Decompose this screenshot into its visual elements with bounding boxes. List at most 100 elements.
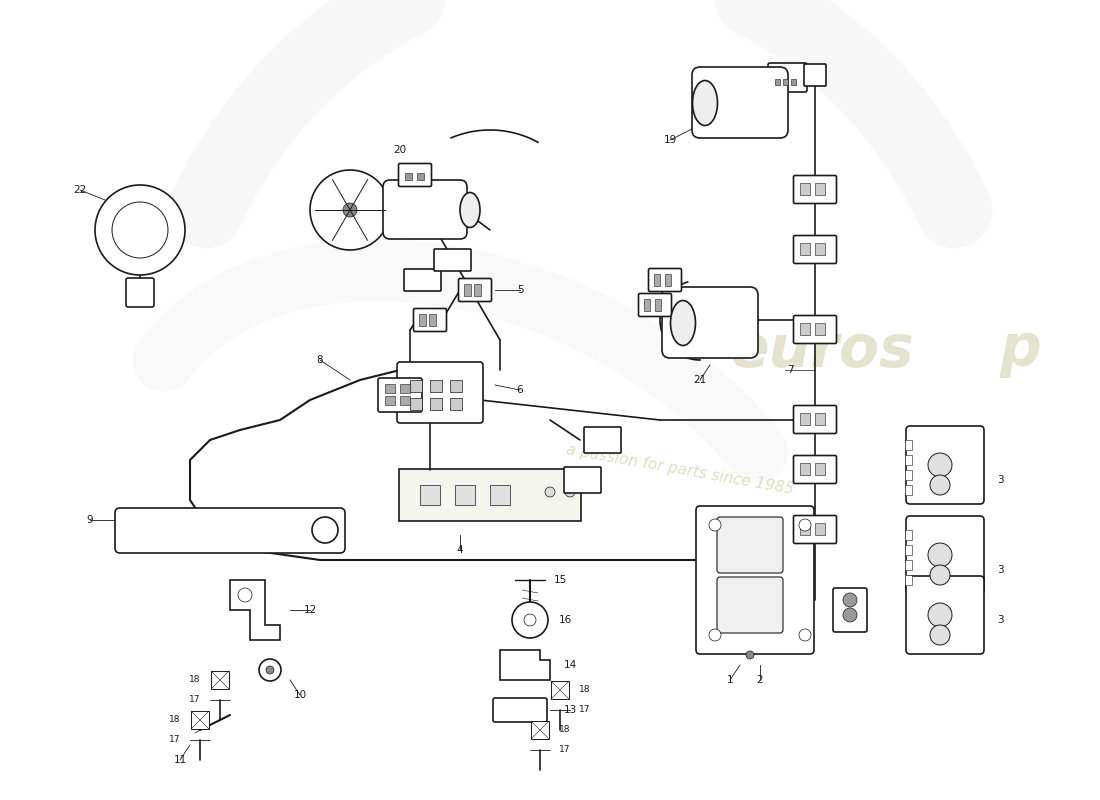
Text: 13: 13 (563, 705, 576, 715)
FancyBboxPatch shape (649, 269, 682, 291)
Circle shape (930, 565, 950, 585)
Text: 17: 17 (559, 746, 571, 754)
Text: 17: 17 (580, 706, 591, 714)
Bar (410, 398, 422, 410)
Text: 8: 8 (317, 355, 323, 365)
Circle shape (746, 651, 754, 659)
Circle shape (512, 602, 548, 638)
FancyBboxPatch shape (692, 67, 788, 138)
Bar (430, 398, 442, 410)
Bar (800, 183, 810, 195)
Bar (791, 79, 796, 85)
Bar (211, 671, 229, 689)
Text: 14: 14 (563, 660, 576, 670)
FancyBboxPatch shape (793, 455, 836, 483)
Text: 12: 12 (304, 605, 317, 615)
Bar (905, 440, 912, 450)
Bar (800, 323, 810, 335)
Text: 6: 6 (517, 385, 524, 395)
Text: 21: 21 (693, 375, 706, 385)
FancyBboxPatch shape (398, 163, 431, 186)
Text: 17: 17 (169, 735, 180, 745)
Circle shape (95, 185, 185, 275)
Circle shape (565, 487, 575, 497)
Bar (666, 274, 671, 286)
FancyBboxPatch shape (793, 315, 836, 343)
Bar (405, 173, 412, 180)
FancyBboxPatch shape (833, 588, 867, 632)
Bar (410, 380, 422, 392)
Text: 4: 4 (456, 545, 463, 555)
FancyBboxPatch shape (116, 508, 345, 553)
Text: 17: 17 (189, 695, 200, 705)
FancyBboxPatch shape (906, 576, 984, 654)
Bar (815, 323, 825, 335)
Circle shape (343, 203, 358, 217)
Bar (420, 485, 440, 505)
Text: euros: euros (730, 322, 915, 378)
Circle shape (710, 519, 720, 531)
Bar (400, 396, 410, 405)
Bar (783, 79, 788, 85)
Text: 5: 5 (517, 285, 524, 295)
Text: a passion for parts since 1985: a passion for parts since 1985 (565, 442, 795, 498)
FancyBboxPatch shape (383, 180, 468, 239)
Text: 18: 18 (580, 686, 591, 694)
Ellipse shape (460, 193, 480, 227)
FancyBboxPatch shape (493, 698, 547, 722)
Bar (385, 384, 395, 393)
Ellipse shape (671, 301, 695, 346)
Bar (191, 711, 209, 729)
FancyBboxPatch shape (768, 63, 807, 92)
Circle shape (258, 659, 280, 681)
Circle shape (544, 487, 556, 497)
Circle shape (312, 517, 338, 543)
Text: 3: 3 (997, 615, 1003, 625)
Bar (490, 485, 510, 505)
Text: 2: 2 (757, 675, 763, 685)
Bar (905, 545, 912, 555)
Circle shape (310, 170, 390, 250)
FancyBboxPatch shape (793, 406, 836, 434)
FancyBboxPatch shape (404, 269, 441, 291)
FancyBboxPatch shape (397, 362, 483, 423)
Circle shape (843, 608, 857, 622)
Bar (385, 396, 395, 405)
Text: 3: 3 (997, 475, 1003, 485)
FancyBboxPatch shape (459, 278, 492, 302)
FancyBboxPatch shape (793, 175, 836, 203)
Circle shape (524, 614, 536, 626)
FancyBboxPatch shape (793, 235, 836, 263)
Circle shape (112, 202, 168, 258)
Text: 11: 11 (174, 755, 187, 765)
FancyBboxPatch shape (378, 378, 422, 412)
FancyBboxPatch shape (906, 516, 984, 594)
Bar (644, 299, 650, 311)
Bar (464, 284, 471, 296)
FancyBboxPatch shape (584, 427, 621, 453)
FancyBboxPatch shape (126, 278, 154, 307)
Text: 18: 18 (189, 675, 200, 685)
FancyBboxPatch shape (793, 515, 836, 543)
FancyBboxPatch shape (638, 294, 671, 317)
Bar (815, 523, 825, 535)
Bar (800, 463, 810, 475)
Bar (905, 530, 912, 540)
Bar (905, 470, 912, 480)
Bar (800, 243, 810, 255)
FancyBboxPatch shape (662, 287, 758, 358)
Bar (450, 398, 462, 410)
Text: 20: 20 (394, 145, 407, 155)
FancyBboxPatch shape (414, 309, 447, 331)
Bar (800, 523, 810, 535)
Circle shape (238, 588, 252, 602)
FancyBboxPatch shape (906, 426, 984, 504)
Bar (551, 681, 569, 699)
Bar (905, 560, 912, 570)
Bar (417, 173, 424, 180)
Bar (419, 314, 426, 326)
Bar (654, 274, 660, 286)
FancyBboxPatch shape (717, 577, 783, 633)
Polygon shape (500, 650, 550, 680)
Circle shape (928, 543, 952, 567)
